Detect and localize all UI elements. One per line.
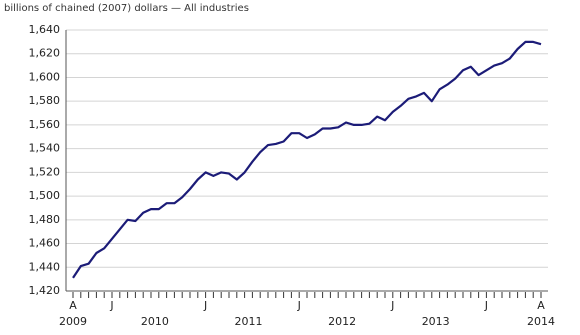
x-tick-label: J bbox=[297, 299, 301, 312]
x-tick-label: A bbox=[69, 299, 77, 312]
year-label: 2012 bbox=[328, 315, 356, 328]
y-tick-label: 1,420 bbox=[29, 284, 61, 297]
y-tick-label: 1,580 bbox=[29, 94, 61, 107]
y-tick-label: 1,500 bbox=[29, 189, 61, 202]
data-line bbox=[72, 40, 542, 279]
y-tick-label: 1,540 bbox=[29, 142, 61, 155]
x-tick-label: J bbox=[109, 299, 113, 312]
year-label: 2010 bbox=[141, 315, 169, 328]
x-tick-label: J bbox=[390, 299, 394, 312]
y-tick-label: 1,520 bbox=[29, 165, 61, 178]
y-tick-label: 1,640 bbox=[29, 23, 61, 36]
chart-title: billions of chained (2007) dollars — All… bbox=[4, 3, 249, 14]
year-label: 2011 bbox=[235, 315, 263, 328]
y-tick-label: 1,460 bbox=[29, 237, 61, 250]
y-tick-label: 1,480 bbox=[29, 213, 61, 226]
year-label: 2014 bbox=[527, 315, 555, 328]
year-label: 2013 bbox=[422, 315, 450, 328]
x-tick-label: A bbox=[537, 299, 545, 312]
y-tick-label: 1,600 bbox=[29, 70, 61, 83]
year-label: 2009 bbox=[59, 315, 87, 328]
x-tick-label: J bbox=[203, 299, 207, 312]
x-tick-label: J bbox=[484, 299, 488, 312]
y-tick-label: 1,560 bbox=[29, 118, 61, 131]
y-tick-label: 1,440 bbox=[29, 260, 61, 273]
y-tick-label: 1,620 bbox=[29, 47, 61, 60]
